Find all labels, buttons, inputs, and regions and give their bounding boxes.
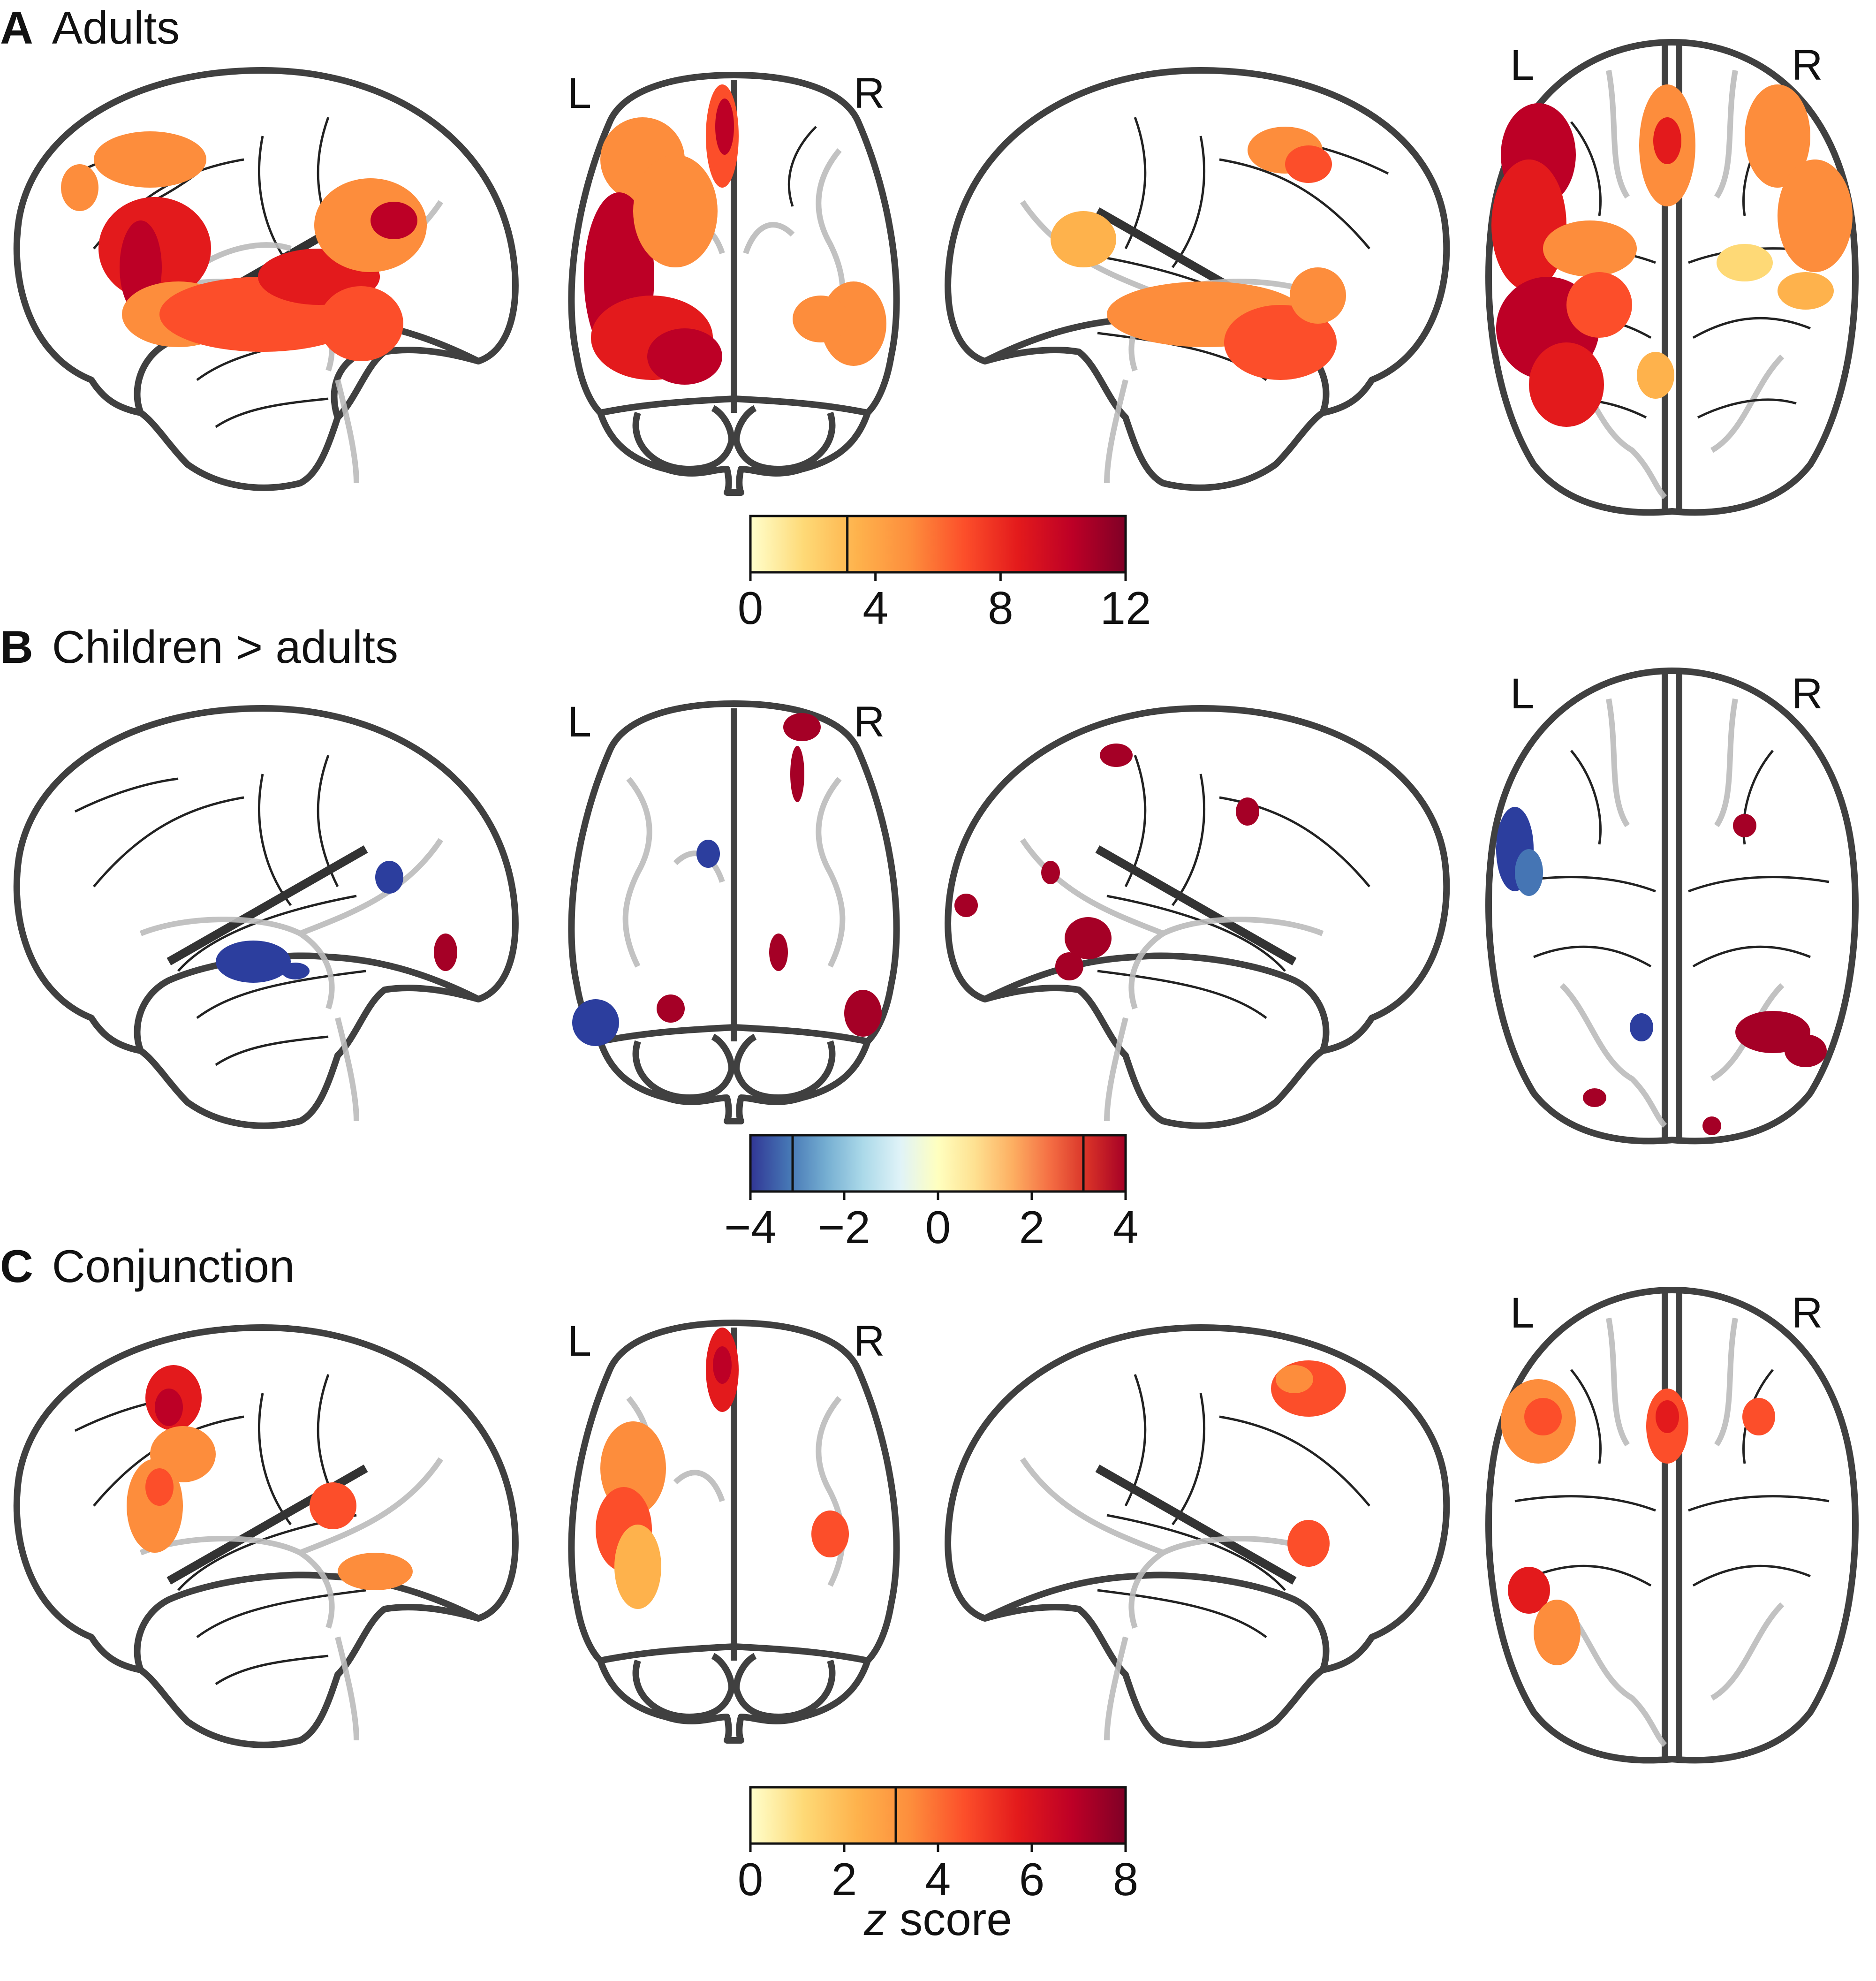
brain-outline	[13, 705, 519, 1129]
colorbar-tick-label: 0	[738, 582, 764, 634]
brain-outline	[945, 67, 1450, 491]
axial-view: L R	[1485, 39, 1859, 516]
activation-clusters	[61, 131, 427, 361]
brain-outline	[1485, 668, 1859, 1145]
panel-letter: B	[0, 621, 33, 673]
activation-clusters	[1271, 1360, 1346, 1567]
brain-outline	[945, 1324, 1450, 1748]
brain-sulci	[1514, 1369, 1830, 1587]
right-sagittal-view	[945, 67, 1450, 491]
gyri-light	[1559, 698, 1785, 1128]
hemisphere-label-left: L	[567, 1317, 591, 1365]
colorbar-axis-label-text: score	[887, 1893, 1012, 1945]
left-sagittal-view	[13, 67, 519, 491]
panel-heading: B Children > adults	[0, 624, 398, 670]
colorbar-bar	[749, 1134, 1127, 1193]
colorbar-tick-label: 8	[988, 582, 1014, 634]
brain-outline	[13, 1324, 519, 1748]
coronal-view: L R	[567, 69, 900, 496]
hemisphere-label-left: L	[567, 698, 591, 746]
colorbar-ticks: 0 4 8 12	[738, 572, 1151, 634]
activation-clusters	[1501, 1379, 1775, 1665]
brain-sulci	[74, 1374, 366, 1685]
colorbar-tick-label: 0	[738, 1853, 764, 1905]
colorbar-tick-label: 8	[1113, 1853, 1139, 1905]
hemisphere-label-right: R	[1792, 670, 1823, 718]
hemisphere-label-right: R	[1792, 41, 1823, 89]
colorbar-tick-label: −2	[818, 1201, 870, 1253]
activation-clusters	[216, 861, 457, 983]
colorbar-tick-label: 2	[832, 1853, 857, 1905]
hemisphere-label-left: L	[1510, 1289, 1534, 1337]
colorbar: 0 4 8 12	[738, 515, 1151, 634]
panel-b: B Children > adults L	[0, 619, 1876, 1253]
activation-clusters	[1491, 84, 1853, 427]
gyri-light	[1020, 1457, 1324, 1741]
gyri-light	[139, 1457, 443, 1741]
panel-letter: C	[0, 1240, 33, 1292]
brain-outline	[945, 705, 1450, 1129]
colorbar-tick-label: 4	[1113, 1201, 1139, 1253]
panel-heading: A Adults	[0, 5, 180, 51]
coronal-view: L R	[567, 1317, 900, 1744]
colorbar-axis-label-variable: z	[864, 1893, 887, 1945]
colorbar: 0 2 4 6 8	[738, 1786, 1138, 1905]
left-sagittal-view	[13, 705, 519, 1129]
brain-sulci	[74, 755, 366, 1066]
activation-clusters	[572, 713, 882, 1046]
right-sagittal-view	[945, 705, 1450, 1129]
activation-clusters	[1051, 127, 1346, 380]
colorbar-tick-label: 4	[862, 582, 888, 634]
hemisphere-label-right: R	[854, 69, 885, 117]
gyri-light	[1559, 1317, 1785, 1747]
panel-title: Children > adults	[52, 621, 398, 673]
colorbar-tick-label: 0	[925, 1201, 951, 1253]
hemisphere-label-left: L	[1510, 670, 1534, 718]
brain-outline	[1485, 1287, 1859, 1764]
panel-title: Adults	[52, 2, 180, 53]
colorbar-axis-label: z score	[0, 1893, 1876, 1946]
axial-view: L R	[1485, 668, 1859, 1145]
brain-sulci	[1097, 755, 1370, 1019]
brain-outline	[568, 700, 900, 1124]
colorbar: −4 −2 0 2 4	[724, 1134, 1138, 1253]
brain-sulci	[1514, 750, 1830, 968]
hemisphere-label-right: R	[854, 698, 885, 746]
panel-letter: A	[0, 2, 33, 53]
colorbar-tick-label: 2	[1019, 1201, 1045, 1253]
colorbar-tick-label: −4	[724, 1201, 777, 1253]
panel-heading: C Conjunction	[0, 1243, 295, 1289]
colorbar-tick-label: 4	[925, 1853, 951, 1905]
hemisphere-label-left: L	[567, 69, 591, 117]
sylvian-fissure	[1095, 1465, 1297, 1585]
activation-clusters	[584, 84, 886, 385]
gyri-light	[139, 838, 443, 1122]
brain-sulci	[1097, 1374, 1370, 1639]
panel-c: C Conjunction	[0, 1238, 1876, 1981]
axial-view: L R	[1485, 1287, 1859, 1764]
sylvian-fissure	[166, 845, 368, 965]
activation-clusters	[596, 1328, 849, 1609]
left-sagittal-view	[13, 1324, 519, 1748]
coronal-view: L R	[567, 698, 900, 1124]
right-sagittal-view	[945, 1324, 1450, 1748]
colorbar-ticks: −4 −2 0 2 4	[724, 1192, 1138, 1253]
hemisphere-label-right: R	[854, 1317, 885, 1365]
colorbar-bar	[749, 515, 1127, 574]
colorbar-bar	[749, 1786, 1127, 1845]
colorbar-tick-label: 12	[1100, 582, 1151, 634]
activation-clusters	[127, 1365, 413, 1590]
hemisphere-label-right: R	[1792, 1289, 1823, 1337]
activation-clusters	[1496, 807, 1827, 1135]
colorbar-tick-label: 6	[1019, 1853, 1045, 1905]
gyri-light	[1020, 838, 1324, 1122]
sylvian-fissure	[1095, 845, 1297, 965]
hemisphere-label-left: L	[1510, 41, 1534, 89]
colorbar-ticks: 0 2 4 6 8	[738, 1844, 1139, 1905]
panel-title: Conjunction	[52, 1240, 295, 1292]
panel-a: A Adults	[0, 0, 1876, 634]
activation-clusters	[954, 744, 1259, 980]
